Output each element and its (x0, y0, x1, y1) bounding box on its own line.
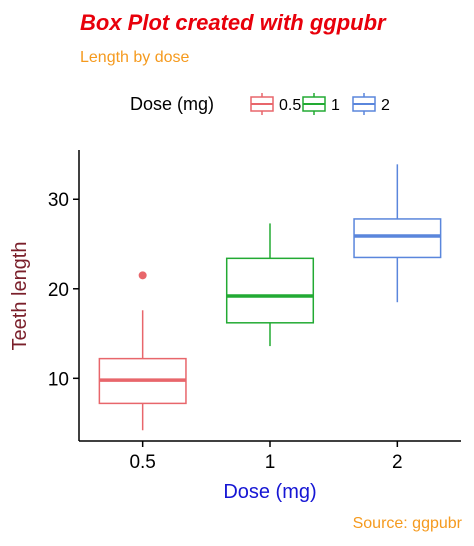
box-iqr (225, 257, 315, 324)
legend: Dose (mg) 0.5 1 2 (130, 93, 390, 115)
chart-subtitle: Length by dose (80, 49, 190, 66)
legend-label: 0.5 (279, 97, 301, 114)
plot-area (98, 164, 442, 431)
x-tick-label: 0.5 (129, 452, 155, 473)
legend-title: Dose (mg) (130, 94, 214, 114)
chart-caption: Source: ggpubr (353, 515, 463, 532)
box-1 (225, 223, 315, 347)
outlier-point (138, 271, 147, 280)
legend-key-1: 1 (302, 93, 340, 115)
legend-label: 1 (331, 97, 340, 114)
legend-key-2: 2 (352, 93, 390, 115)
chart-title: Box Plot created with ggpubr (80, 10, 387, 35)
legend-key-0.5: 0.5 (250, 93, 301, 115)
legend-label: 2 (381, 97, 390, 114)
box-2 (353, 164, 442, 303)
y-tick-label: 10 (48, 369, 69, 390)
box-0.5 (98, 271, 187, 431)
x-axis-ticks: 0.5 1 2 (129, 441, 403, 473)
y-axis-label: Teeth length (9, 242, 31, 351)
x-tick-label: 2 (392, 452, 403, 473)
y-axis-ticks: 10 20 30 (48, 190, 79, 390)
x-axis-label: Dose (mg) (223, 481, 316, 503)
y-tick-label: 30 (48, 190, 69, 211)
x-tick-label: 1 (265, 452, 276, 473)
y-tick-label: 20 (48, 280, 69, 301)
box-iqr (353, 218, 442, 259)
